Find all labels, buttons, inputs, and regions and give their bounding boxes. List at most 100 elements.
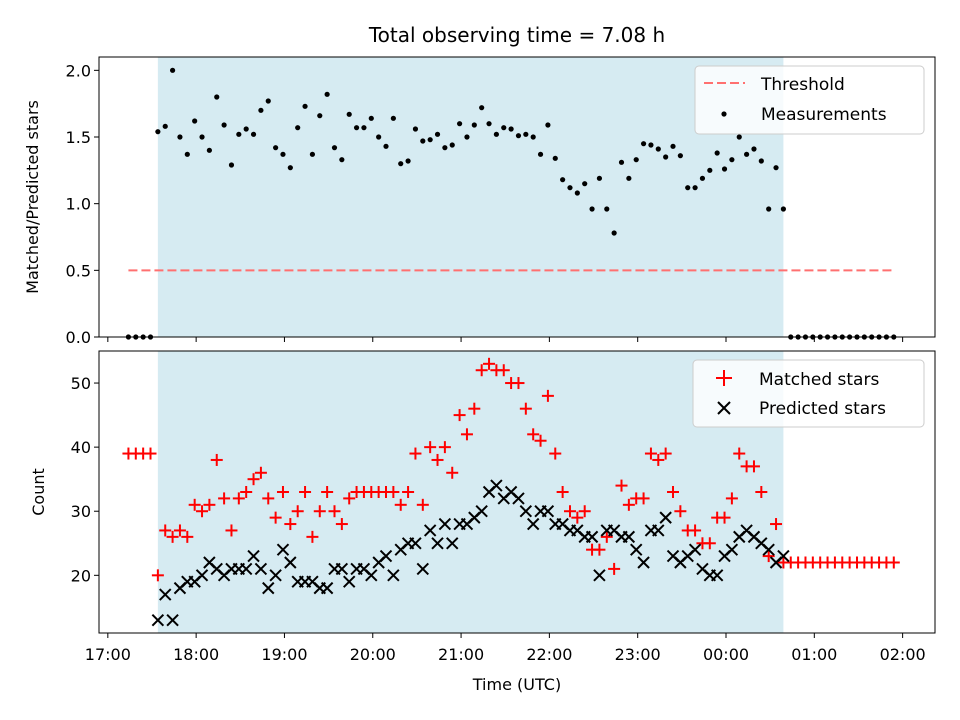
- measurement-point: [353, 125, 360, 131]
- measurement-point: [302, 103, 308, 109]
- predicted-star-point: [622, 530, 636, 544]
- measurement-point: [758, 158, 764, 164]
- matched-star-point: [460, 428, 473, 441]
- matched-star-point: [556, 486, 569, 498]
- count-plot-frame: [98, 350, 936, 634]
- matched-star-point: [622, 498, 635, 511]
- matched-star-point: [549, 447, 562, 460]
- measurement-point: [677, 153, 683, 159]
- measurements-legend-label: Measurements: [761, 105, 887, 125]
- matched-star-point: [144, 447, 157, 460]
- matched-star-point: [254, 466, 267, 479]
- count-y-axis: 20 30 40 50: [71, 374, 99, 585]
- measurement-point: [390, 115, 396, 121]
- measurement-point: [376, 134, 382, 140]
- measurement-point: [486, 121, 492, 127]
- measurement-points: [125, 67, 897, 340]
- matched-star-point: [299, 486, 312, 498]
- matched-star-point: [328, 505, 341, 518]
- measurement-point: [515, 133, 522, 139]
- count-legend-box: [692, 359, 925, 428]
- measurement-point: [560, 177, 566, 183]
- matched-stars-points: [122, 357, 900, 582]
- measurement-point: [449, 142, 455, 148]
- measurement-point: [243, 126, 249, 132]
- count-y-tick-label: 30: [71, 502, 91, 521]
- matched-star-point: [218, 492, 231, 505]
- ratio-y-tick-label: 0.0: [66, 328, 91, 347]
- measurement-point: [707, 167, 713, 173]
- matched-star-point: [475, 364, 488, 377]
- predicted-star-point: [365, 569, 378, 582]
- measurement-point: [236, 131, 242, 137]
- measurement-point: [295, 125, 301, 131]
- matched-star-point: [615, 479, 628, 492]
- ratio-panel: Total observing time = 7.08 h 0.0 0.5 1.0 1…: [23, 23, 936, 347]
- matched-star-point: [703, 537, 716, 550]
- measurement-point: [692, 185, 698, 191]
- count-x-tick-label: 19:00: [261, 645, 307, 664]
- predicted-star-point: [284, 556, 297, 569]
- matched-star-point: [335, 518, 348, 531]
- measurement-point: [766, 206, 772, 212]
- matched-star-point: [284, 518, 297, 531]
- measurement-point: [221, 122, 227, 128]
- matched-star-point: [770, 518, 783, 531]
- matched-star-point: [210, 453, 223, 466]
- matched-stars-legend-label: Matched stars: [759, 370, 879, 390]
- measurement-point: [368, 115, 374, 121]
- measurement-point: [744, 151, 750, 157]
- matched-star-point: [644, 447, 657, 460]
- predicted-stars-legend-label: Predicted stars: [759, 399, 886, 419]
- matched-star-point: [166, 530, 179, 543]
- count-x-axis: 17:00 18:00 19:00 20:00 21:00 22:00 23:00 00:00…: [85, 633, 926, 664]
- matched-star-point: [438, 441, 451, 454]
- count-x-tick-label: 00:00: [703, 645, 749, 664]
- ratio-y-axis-label: Matched/Predicted stars: [23, 100, 42, 294]
- measurement-point: [537, 151, 544, 157]
- predicted-star-point: [343, 575, 356, 588]
- predicted-star-point: [438, 517, 452, 531]
- measurement-point: [773, 165, 779, 171]
- matched-star-point: [313, 505, 326, 518]
- matched-star-point: [416, 498, 429, 511]
- count-x-tick-label: 21:00: [438, 645, 484, 664]
- predicted-star-point: [777, 549, 790, 563]
- measurement-point: [228, 162, 235, 168]
- measurement-point: [361, 125, 367, 131]
- measurement-point: [471, 122, 477, 128]
- count-shaded-span: [157, 351, 784, 633]
- matched-star-point: [747, 460, 760, 473]
- measurement-point: [177, 134, 183, 140]
- measurement-point: [339, 157, 345, 163]
- measurement-point: [199, 134, 205, 140]
- matched-star-point: [173, 524, 186, 537]
- count-y-tick-label: 40: [71, 438, 91, 457]
- predicted-star-point: [762, 543, 775, 556]
- matched-stars-legend-marker: [716, 370, 732, 386]
- measurement-point: [648, 142, 654, 148]
- measurement-point: [383, 143, 389, 149]
- measurement-point: [309, 151, 316, 157]
- measurement-point: [412, 126, 419, 132]
- measurement-point: [192, 118, 198, 124]
- matched-star-point: [431, 453, 444, 466]
- measurement-point: [427, 137, 433, 143]
- measurement-point: [346, 111, 352, 117]
- matched-star-point: [534, 434, 547, 447]
- predicted-star-point: [335, 562, 349, 576]
- measurement-point: [633, 157, 639, 163]
- measurement-point: [729, 157, 735, 163]
- measurement-point: [155, 129, 161, 135]
- measurement-point: [670, 143, 676, 149]
- matched-star-point: [571, 511, 584, 524]
- matched-star-point: [446, 466, 459, 479]
- predicted-star-point: [585, 530, 599, 544]
- predicted-star-point: [475, 505, 488, 518]
- measurement-point: [596, 175, 603, 181]
- ratio-chart-title: Total observing time = 7.08 h: [368, 23, 665, 47]
- measurement-point: [611, 230, 617, 236]
- measurement-point: [523, 131, 529, 137]
- predicted-star-point: [710, 569, 724, 582]
